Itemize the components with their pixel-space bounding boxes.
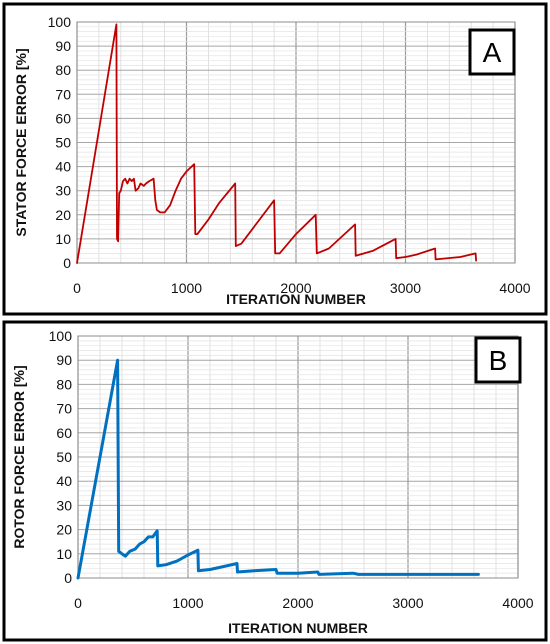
y-tick-label: 90: [55, 38, 71, 54]
panel-label-box: [468, 28, 516, 76]
y-tick-label: 0: [63, 255, 71, 271]
y-tick-label: 40: [56, 473, 72, 489]
y-tick-label: 80: [55, 62, 71, 78]
x-tick-label: 4000: [499, 280, 530, 296]
y-tick-label: 50: [56, 449, 72, 465]
x-axis-label: ITERATION NUMBER: [226, 291, 366, 307]
series-line-b-0: [76, 358, 480, 580]
y-tick-label: 100: [49, 328, 73, 344]
x-tick-label: 2000: [280, 280, 311, 296]
x-tick-label: 2000: [282, 595, 313, 611]
y-tick-label: 10: [56, 546, 72, 562]
plot-area-border: [76, 21, 516, 264]
y-tick-label: 20: [55, 207, 71, 223]
y-axis-label: STATOR FORCE ERROR [%]: [13, 48, 29, 236]
x-tick-label: 0: [74, 595, 82, 611]
panel-label: A: [483, 37, 502, 68]
y-tick-label: 100: [48, 14, 72, 30]
x-tick-label: 3000: [392, 595, 423, 611]
x-tick-label: 3000: [390, 280, 421, 296]
y-tick-label: 30: [56, 497, 72, 513]
x-tick-label: 0: [73, 280, 81, 296]
panel-a-frame: [2, 2, 548, 316]
y-tick-label: 50: [55, 135, 71, 151]
panel-label: B: [489, 345, 508, 376]
y-tick-label: 60: [56, 425, 72, 441]
x-tick-label: 1000: [171, 280, 202, 296]
plot-area-border: [77, 335, 519, 579]
y-tick-label: 70: [55, 86, 71, 102]
y-tick-label: 90: [56, 352, 72, 368]
y-tick-label: 80: [56, 376, 72, 392]
series-line-a-0: [76, 23, 477, 264]
y-tick-label: 40: [55, 159, 71, 175]
x-tick-label: 1000: [172, 595, 203, 611]
y-tick-label: 10: [55, 231, 71, 247]
y-tick-label: 20: [56, 522, 72, 538]
y-tick-label: 30: [55, 183, 71, 199]
y-tick-label: 0: [64, 570, 72, 586]
x-tick-label: 4000: [502, 595, 533, 611]
y-tick-label: 60: [55, 110, 71, 126]
y-axis-label: ROTOR FORCE ERROR [%]: [11, 365, 27, 548]
y-tick-label: 70: [56, 401, 72, 417]
panel-label-box: [474, 336, 522, 384]
x-axis-label: ITERATION NUMBER: [228, 620, 368, 636]
